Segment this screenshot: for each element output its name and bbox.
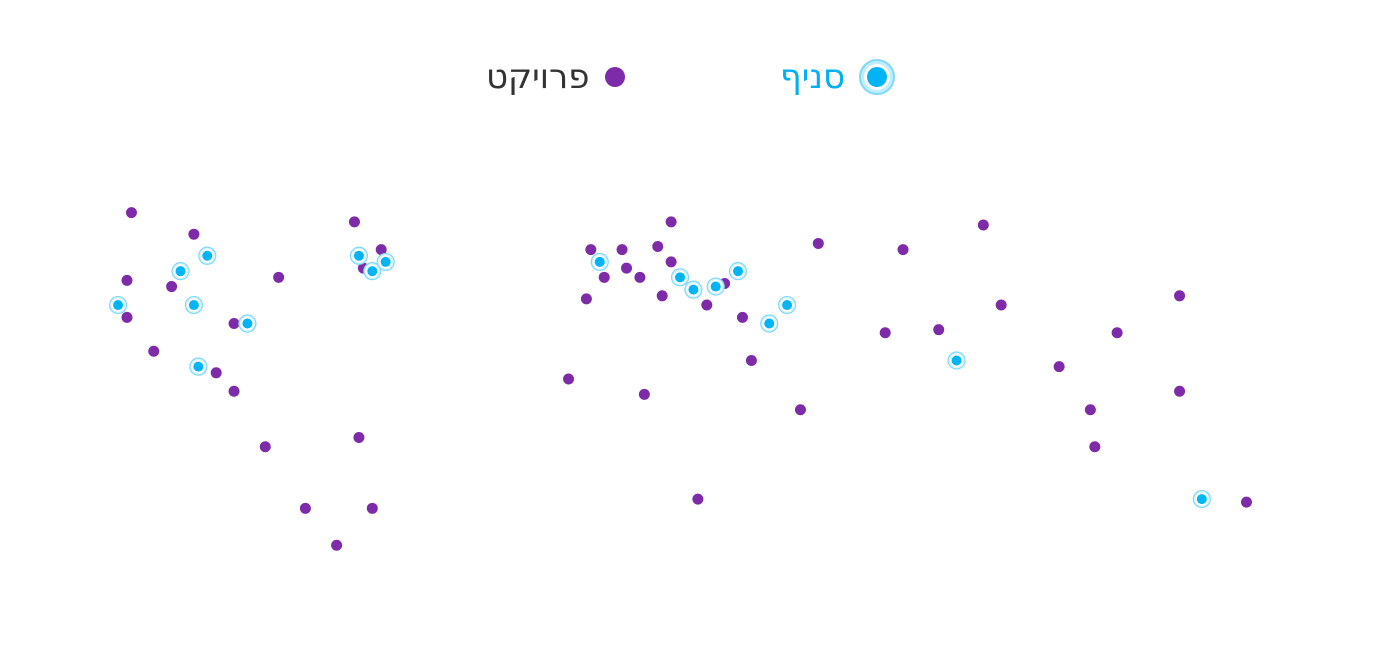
branch-marker[interactable] — [684, 280, 703, 299]
legend-label-branch: סניף — [780, 57, 846, 97]
project-marker[interactable] — [228, 385, 240, 397]
project-marker[interactable] — [148, 345, 160, 357]
project-marker[interactable] — [794, 404, 806, 416]
project-marker[interactable] — [273, 271, 285, 283]
project-marker[interactable] — [1053, 361, 1065, 373]
project-dot-icon — [605, 67, 626, 87]
project-marker[interactable] — [652, 241, 664, 253]
project-marker[interactable] — [585, 244, 597, 256]
project-marker[interactable] — [665, 256, 677, 268]
project-marker[interactable] — [125, 207, 137, 219]
branch-marker[interactable] — [238, 314, 257, 333]
legend-item-project[interactable]: פרויקט — [486, 52, 627, 102]
project-marker[interactable] — [121, 274, 133, 286]
branch-marker[interactable] — [171, 262, 190, 281]
project-marker[interactable] — [977, 219, 989, 231]
branch-marker[interactable] — [108, 295, 128, 315]
branch-marker[interactable] — [670, 268, 690, 287]
project-marker[interactable] — [665, 216, 677, 228]
project-marker[interactable] — [701, 299, 713, 311]
branch-marker[interactable] — [760, 314, 779, 333]
branch-marker[interactable] — [1192, 489, 1211, 509]
legend-label-project: פרויקט — [486, 57, 590, 97]
branch-marker-icon — [859, 59, 896, 95]
project-marker[interactable] — [331, 539, 343, 551]
project-marker[interactable] — [1174, 290, 1186, 302]
project-marker[interactable] — [638, 388, 650, 400]
project-marker[interactable] — [1111, 327, 1123, 339]
branch-marker[interactable] — [728, 262, 748, 281]
project-marker[interactable] — [897, 244, 909, 256]
project-marker[interactable] — [933, 324, 945, 336]
project-marker[interactable] — [299, 502, 311, 514]
project-marker[interactable] — [621, 262, 633, 274]
legend-item-branch[interactable]: סניף — [780, 52, 897, 102]
branch-marker[interactable] — [706, 277, 725, 296]
branch-marker[interactable] — [198, 246, 217, 265]
branch-marker[interactable] — [349, 246, 369, 265]
project-marker[interactable] — [259, 441, 271, 453]
project-marker[interactable] — [563, 373, 575, 385]
project-marker[interactable] — [188, 228, 200, 240]
project-marker[interactable] — [1174, 385, 1186, 397]
project-marker[interactable] — [692, 493, 704, 505]
project-marker[interactable] — [166, 281, 178, 293]
project-marker[interactable] — [375, 244, 387, 256]
project-marker[interactable] — [1089, 441, 1101, 453]
branch-marker[interactable] — [184, 295, 203, 315]
project-marker[interactable] — [1240, 496, 1252, 508]
project-marker[interactable] — [745, 354, 757, 366]
branch-marker[interactable] — [947, 351, 966, 370]
project-marker[interactable] — [812, 237, 824, 249]
project-marker[interactable] — [598, 271, 610, 283]
project-marker[interactable] — [736, 311, 748, 323]
project-marker[interactable] — [353, 431, 365, 443]
project-marker[interactable] — [210, 367, 222, 379]
project-marker[interactable] — [656, 290, 668, 302]
branch-marker[interactable] — [189, 357, 208, 376]
branch-marker[interactable] — [590, 252, 609, 272]
project-marker[interactable] — [1084, 404, 1096, 416]
project-marker[interactable] — [879, 327, 891, 339]
branch-marker[interactable] — [376, 252, 395, 272]
project-marker[interactable] — [580, 293, 592, 305]
branch-marker[interactable] — [777, 295, 797, 315]
project-marker[interactable] — [995, 299, 1007, 311]
project-marker[interactable] — [121, 311, 133, 323]
project-marker[interactable] — [634, 271, 646, 283]
project-marker[interactable] — [228, 318, 240, 330]
project-marker[interactable] — [348, 216, 360, 228]
branch-marker[interactable] — [363, 262, 382, 281]
project-marker[interactable] — [616, 244, 628, 256]
project-marker[interactable] — [366, 502, 378, 514]
